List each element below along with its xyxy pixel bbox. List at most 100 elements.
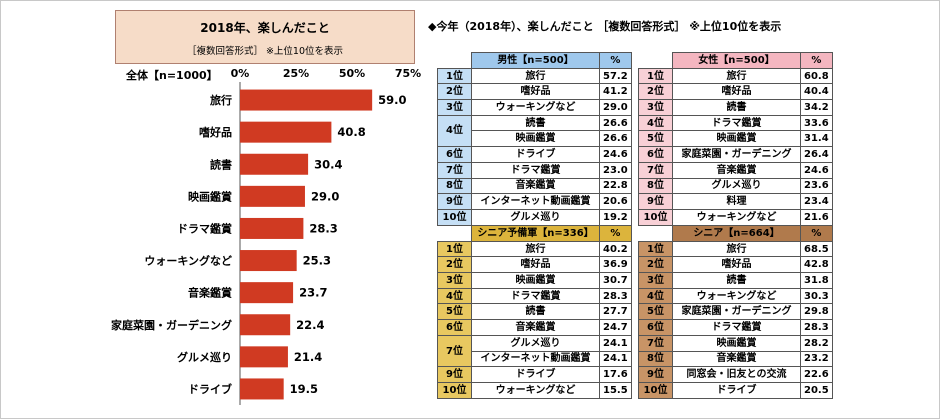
item-cell: ウォーキングなど bbox=[672, 208, 801, 226]
header-blank bbox=[638, 225, 673, 242]
percent-cell: 17.6 bbox=[599, 366, 632, 383]
percent-cell: 30.3 bbox=[800, 287, 833, 305]
rank-cell: 3位 bbox=[638, 272, 673, 289]
rank-cell: 9位 bbox=[437, 366, 472, 383]
percent-cell: 15.5 bbox=[599, 381, 632, 399]
percent-cell: 57.2 bbox=[599, 67, 632, 85]
table-row: 5位 読書 27.7 bbox=[437, 303, 632, 321]
table-row: 9位 料理 23.4 bbox=[638, 193, 833, 210]
percent-cell: 33.6 bbox=[800, 114, 833, 132]
data-label: 59.0 bbox=[378, 93, 406, 107]
table-header-group: 女性【n=500】 bbox=[672, 52, 801, 69]
table-row: 3位 映画鑑賞 30.7 bbox=[437, 272, 632, 289]
item-cell: 料理 bbox=[672, 193, 801, 210]
rank-cell: 4位 bbox=[638, 114, 673, 132]
item-cell: 家庭菜園・ガーデニング bbox=[672, 303, 801, 321]
rank-table-pre-senior: シニア予備軍【n=336】% 1位 旅行 40.2 2位 嗜好品 36.9 3位 映画鑑賞 30.… bbox=[437, 225, 632, 399]
item-cell: インターネット動画鑑賞 bbox=[471, 350, 600, 368]
header-blank bbox=[437, 52, 472, 69]
rank-cell: 1位 bbox=[437, 240, 472, 258]
item-cell: 旅行 bbox=[672, 240, 801, 258]
table-row: 10位 ウォーキングなど 15.5 bbox=[437, 381, 632, 399]
rank-cell: 3位 bbox=[437, 272, 472, 289]
item-cell: ドラマ鑑賞 bbox=[471, 161, 600, 179]
category-label: 嗜好品 bbox=[199, 125, 232, 139]
bar-chart: 旅行 59.0 嗜好品 40.8 読書 30.4 映画鑑賞 29.0 ドラマ鑑賞 28.3 ウォーキ… bbox=[111, 82, 407, 405]
table-header-group: 男性【n=500】 bbox=[471, 52, 600, 69]
table-row: 7位 映画鑑賞 28.2 bbox=[638, 334, 833, 352]
rank-table-senior: シニア【n=664】% 1位 旅行 68.5 2位 嗜好品 42.8 3位 読書 31.8 4位 ウォ… bbox=[638, 225, 833, 399]
table-row: 9位 同窓会・旧友との交流 22.6 bbox=[638, 366, 833, 383]
table-row: 2位 嗜好品 36.9 bbox=[437, 256, 632, 274]
table-header-row: 女性【n=500】% bbox=[638, 52, 833, 69]
percent-cell: 23.6 bbox=[800, 177, 833, 195]
item-cell: ドライブ bbox=[471, 146, 600, 163]
percent-cell: 23.4 bbox=[800, 193, 833, 210]
table-header-percent: % bbox=[599, 52, 632, 69]
data-label: 19.5 bbox=[290, 382, 318, 396]
percent-cell: 31.4 bbox=[800, 130, 833, 148]
rank-cell: 10位 bbox=[437, 208, 472, 226]
rank-cell: 7位 bbox=[638, 161, 673, 179]
rank-cell: 7位 bbox=[638, 334, 673, 352]
percent-cell: 19.2 bbox=[599, 208, 632, 226]
percent-cell: 26.6 bbox=[599, 130, 632, 148]
table-row: 8位 音楽鑑賞 23.2 bbox=[638, 350, 833, 368]
category-label: 旅行 bbox=[210, 93, 232, 107]
rank-cell: 1位 bbox=[638, 67, 673, 85]
rank-tables-heading: ◆今年（2018年）、楽しんだこと ［複数回答形式］ ※上位10位を表示 bbox=[428, 20, 782, 33]
table-row: 10位 ウォーキングなど 21.6 bbox=[638, 208, 833, 226]
item-cell: 同窓会・旧友との交流 bbox=[672, 366, 801, 383]
tick-label-50: 50% bbox=[338, 67, 366, 80]
item-cell: 嗜好品 bbox=[471, 83, 600, 101]
table-row: 8位 グルメ巡り 23.6 bbox=[638, 177, 833, 195]
item-cell: 嗜好品 bbox=[672, 83, 801, 101]
bar bbox=[240, 250, 297, 272]
percent-cell: 20.6 bbox=[599, 193, 632, 210]
bar bbox=[240, 314, 291, 336]
table-row: 1位 旅行 40.2 bbox=[437, 240, 632, 258]
tick-label-25: 25% bbox=[282, 67, 310, 80]
table-row: 1位 旅行 60.8 bbox=[638, 67, 833, 85]
percent-cell: 22.6 bbox=[800, 366, 833, 383]
item-cell: 嗜好品 bbox=[672, 256, 801, 274]
table-row: 3位 読書 31.8 bbox=[638, 272, 833, 289]
rank-cell: 9位 bbox=[437, 193, 472, 210]
item-cell: 読書 bbox=[672, 272, 801, 289]
rank-cell: 1位 bbox=[638, 240, 673, 258]
table-row: 4位 読書 26.6 bbox=[437, 114, 632, 148]
table-row: 10位 グルメ巡り 19.2 bbox=[437, 208, 632, 226]
rank-cell: 5位 bbox=[638, 130, 673, 148]
item-cell: グルメ巡り bbox=[471, 334, 600, 352]
header-blank bbox=[638, 52, 673, 69]
rank-table-male: 男性【n=500】% 1位 旅行 57.2 2位 嗜好品 41.2 3位 ウォーキングなど 29.… bbox=[437, 52, 632, 226]
table-row: 3位 ウォーキングなど 29.0 bbox=[437, 99, 632, 116]
item-cell: 音楽鑑賞 bbox=[471, 319, 600, 336]
item-cell: ドライブ bbox=[672, 381, 801, 399]
category-label: 映画鑑賞 bbox=[188, 189, 232, 203]
category-label: ウォーキングなど bbox=[144, 254, 232, 268]
percent-cell: 24.6 bbox=[599, 146, 632, 163]
item-cell: ドラマ鑑賞 bbox=[672, 114, 801, 132]
table-row: 3位 読書 34.2 bbox=[638, 99, 833, 116]
rank-cell: 7位 bbox=[437, 334, 472, 368]
rank-cell: 4位 bbox=[638, 287, 673, 305]
bar bbox=[240, 89, 373, 111]
rank-cell: 10位 bbox=[638, 208, 673, 226]
percent-cell: 60.8 bbox=[800, 67, 833, 85]
rank-cell: 10位 bbox=[437, 381, 472, 399]
item-cell: グルメ巡り bbox=[471, 208, 600, 226]
percent-cell: 28.2 bbox=[800, 334, 833, 352]
percent-cell: 27.7 bbox=[599, 303, 632, 321]
item-cell: 映画鑑賞 bbox=[471, 272, 600, 289]
chart-subtitle: ［複数回答形式］ ※上位10位を表示 bbox=[186, 46, 344, 57]
rank-cell: 2位 bbox=[638, 83, 673, 101]
percent-cell: 24.6 bbox=[800, 161, 833, 179]
item-cell: 読書 bbox=[471, 303, 600, 321]
rank-cell: 5位 bbox=[638, 303, 673, 321]
item-cell: 家庭菜園・ガーデニング bbox=[672, 146, 801, 163]
rank-cell: 4位 bbox=[437, 114, 472, 148]
table-header-group: シニア予備軍【n=336】 bbox=[471, 225, 600, 242]
bar bbox=[240, 217, 304, 239]
percent-cell: 40.2 bbox=[599, 240, 632, 258]
